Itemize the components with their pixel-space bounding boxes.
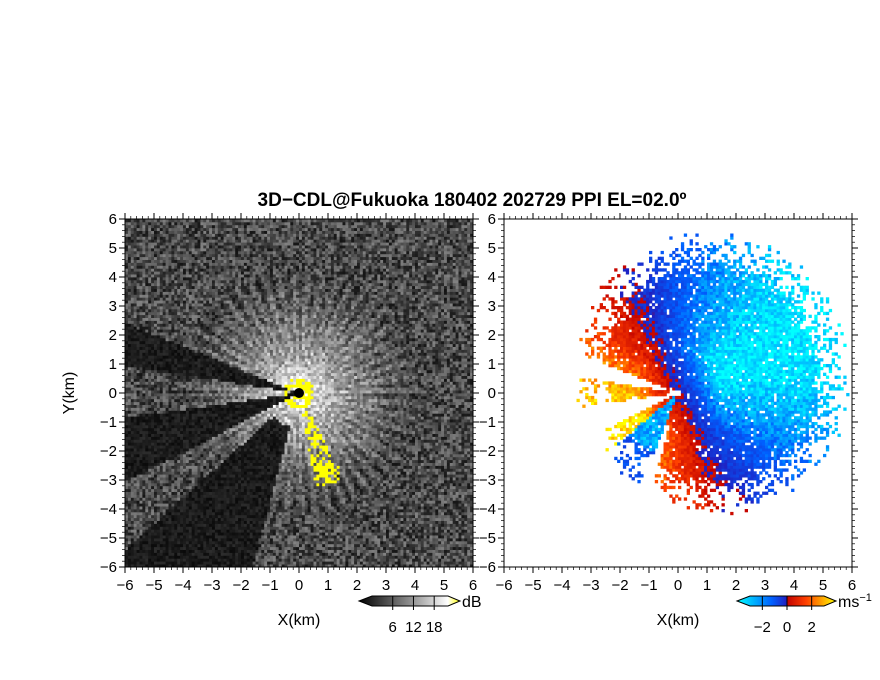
- reflectivity-colorbar-unit: dB: [462, 594, 482, 611]
- velocity-colorbar-unit: ms−1: [838, 592, 872, 611]
- velocity-x-tick-label: −4: [553, 577, 570, 594]
- velocity-field: [576, 233, 850, 516]
- reflectivity-x-tick-label: −1: [261, 577, 278, 594]
- radar-site: [294, 388, 304, 398]
- velocity-y-tick-label: −1: [479, 414, 496, 431]
- reflectivity-y-tick-label: −3: [100, 472, 117, 489]
- reflectivity-y-tick-label: 4: [109, 269, 117, 286]
- velocity-x-tick-label: −1: [640, 577, 657, 594]
- reflectivity-y-tick-label: 6: [109, 211, 117, 228]
- velocity-y-tick-label: 3: [488, 298, 496, 315]
- reflectivity-x-tick-label: −2: [232, 577, 249, 594]
- reflectivity-x-tick-label: −3: [203, 577, 220, 594]
- reflectivity-x-tick-label: −5: [145, 577, 162, 594]
- velocity-x-tick-label: 5: [819, 577, 827, 594]
- reflectivity-y-tick-label: −1: [100, 414, 117, 431]
- reflectivity-x-tick-label: −4: [174, 577, 191, 594]
- reflectivity-x-tick-label: 2: [353, 577, 361, 594]
- velocity-x-tick-label: 2: [732, 577, 740, 594]
- velocity-y-tick-label: 4: [488, 269, 496, 286]
- reflectivity-x-tick-label: 0: [295, 577, 303, 594]
- velocity-y-tick-label: −4: [479, 501, 496, 518]
- reflectivity-colorbar-bar: [357, 595, 462, 607]
- velocity-x-tick-label: 6: [848, 577, 856, 594]
- velocity-x-tick-label: −2: [611, 577, 628, 594]
- colorbar-tick-label: 12: [405, 619, 422, 636]
- velocity-x-tick-label: 1: [703, 577, 711, 594]
- reflectivity-axes: −6 −5 −4 −3 −2 −1 0 1 2 3 4 5 6 6 5 4 3 2 1 0 −1 −2 −3 −4 −5 −6: [100, 211, 479, 594]
- reflectivity-y-tick-label: 1: [109, 356, 117, 373]
- velocity-x-tick-label: −3: [582, 577, 599, 594]
- velocity-colorbar: −2 0 2 ms−1: [735, 592, 872, 636]
- reflectivity-y-axis-label: Y(km): [61, 372, 78, 415]
- reflectivity-x-tick-label: −6: [116, 577, 133, 594]
- reflectivity-colorbar: 6 12 18 dB: [357, 594, 482, 636]
- reflectivity-x-tick-label: 5: [440, 577, 448, 594]
- velocity-x-tick-label: 0: [674, 577, 682, 594]
- reflectivity-x-tick-label: 3: [382, 577, 390, 594]
- colorbar-tick-label: −2: [754, 619, 771, 636]
- velocity-x-tick-label: −5: [524, 577, 541, 594]
- reflectivity-y-tick-label: −4: [100, 501, 117, 518]
- reflectivity-y-tick-label: 0: [109, 385, 117, 402]
- reflectivity-x-tick-label: 1: [324, 577, 332, 594]
- velocity-y-tick-label: 6: [488, 211, 496, 228]
- reflectivity-field: [125, 219, 473, 567]
- colorbar-tick-label: 2: [807, 619, 815, 636]
- velocity-y-tick-label: 1: [488, 356, 496, 373]
- velocity-y-tick-label: 2: [488, 327, 496, 344]
- velocity-y-tick-label: −3: [479, 472, 496, 489]
- reflectivity-y-tick-label: 2: [109, 327, 117, 344]
- velocity-panel: −6 −5 −4 −3 −2 −1 0 1 2 3 4 5 6 6 5 4 3 2 1 0 −1 −2 −3 −4 −5 −6 X…: [479, 211, 858, 629]
- reflectivity-panel: −6 −5 −4 −3 −2 −1 0 1 2 3 4 5 6 6 5 4 3 2 1 0 −1 −2 −3 −4 −5 −6 X…: [61, 211, 479, 629]
- reflectivity-y-tick-label: 5: [109, 240, 117, 257]
- reflectivity-y-tick-label: −6: [100, 559, 117, 576]
- colorbar-tick-label: 18: [426, 619, 443, 636]
- velocity-x-tick-label: −6: [495, 577, 512, 594]
- reflectivity-y-tick-label: −2: [100, 443, 117, 460]
- reflectivity-x-tick-label: 6: [469, 577, 477, 594]
- velocity-x-tick-label: 3: [761, 577, 769, 594]
- reflectivity-y-tick-label: 3: [109, 298, 117, 315]
- velocity-y-tick-label: 5: [488, 240, 496, 257]
- velocity-x-axis-label: X(km): [657, 612, 700, 629]
- velocity-y-tick-label: −5: [479, 530, 496, 547]
- reflectivity-x-axis-label: X(km): [278, 612, 321, 629]
- velocity-y-tick-label: −2: [479, 443, 496, 460]
- colorbar-tick-label: 6: [389, 619, 397, 636]
- velocity-axes: −6 −5 −4 −3 −2 −1 0 1 2 3 4 5 6 6 5 4 3 2 1 0 −1 −2 −3 −4 −5 −6: [479, 211, 858, 594]
- reflectivity-x-tick-label: 4: [411, 577, 419, 594]
- reflectivity-y-tick-label: −5: [100, 530, 117, 547]
- colorbar-tick-label: 0: [783, 619, 791, 636]
- velocity-x-tick-label: 4: [790, 577, 798, 594]
- velocity-y-tick-label: −6: [479, 559, 496, 576]
- chart-title: 3D−CDL@Fukuoka 180402 202729 PPI EL=02.0…: [258, 190, 687, 211]
- velocity-y-tick-label: 0: [488, 385, 496, 402]
